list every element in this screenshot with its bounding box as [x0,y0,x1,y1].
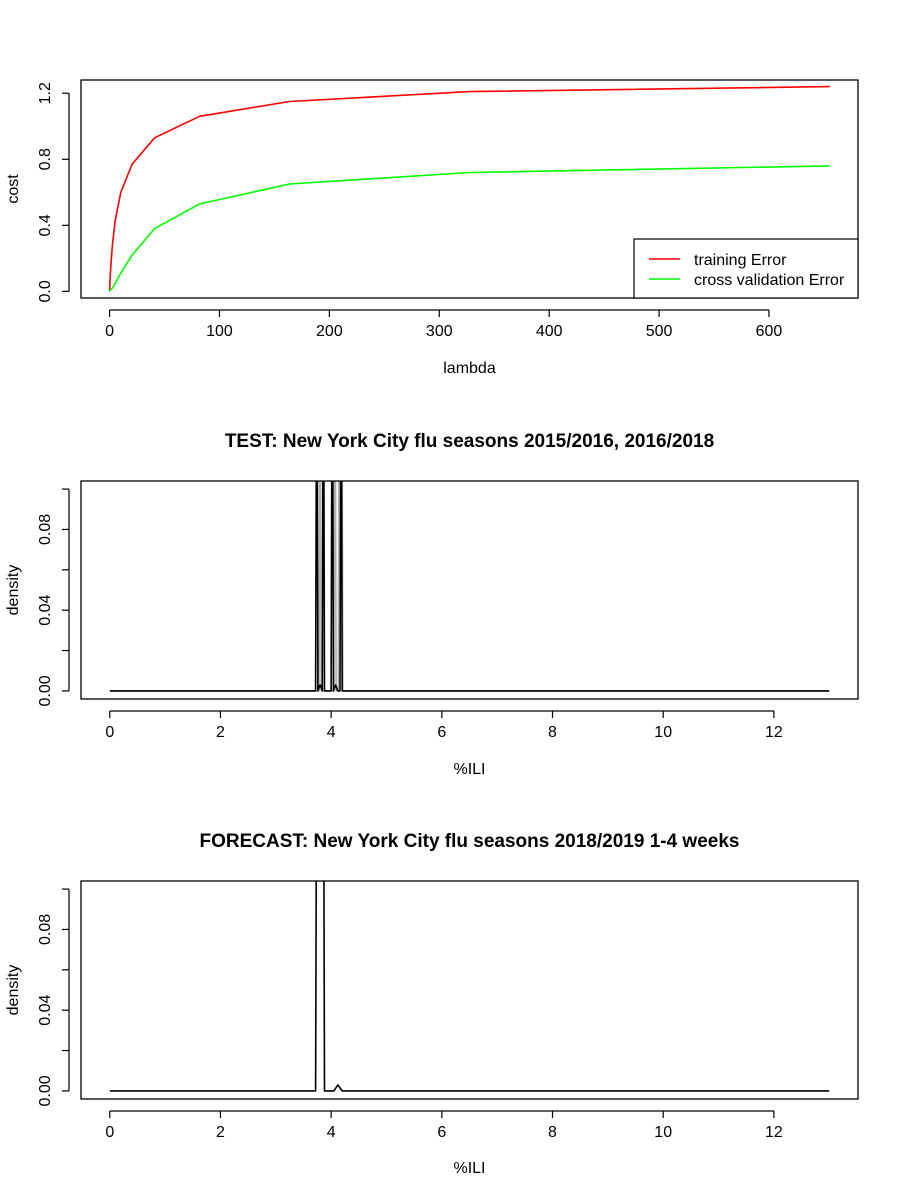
x-tick-label: 10 [654,724,672,741]
series-line-cross-validation-error [108,165,830,293]
x-tick-label: 4 [327,724,336,741]
y-axis-title: density [5,565,22,616]
x-tick-label: 6 [437,724,446,741]
legend: training Error cross validation Error [633,238,859,299]
y-tick-label: 0.08 [37,914,54,945]
y-tick-label: 0.00 [37,1075,54,1106]
y-tick-label: 0.08 [37,514,54,545]
x-axis-title: %ILI [453,761,485,778]
x-tick-label: 300 [426,323,453,340]
x-tick-label: 500 [646,323,673,340]
x-tick-label: 100 [206,323,233,340]
plot-area [109,881,830,1092]
legend-box [633,238,859,299]
x-tick-label: 8 [548,1124,557,1141]
x-axis-title: lambda [443,360,496,377]
test-density-chart-panel: TEST: New York City flu seasons 2015/201… [5,431,859,778]
y-axis-title: cost [5,174,22,204]
plot-frame [80,480,859,700]
legend-label: cross validation Error [694,272,845,289]
density-line-0 [109,881,830,1092]
x-tick-label: 2 [216,1124,225,1141]
x-tick-label: 2 [216,724,225,741]
plot-area [109,481,830,692]
plot-frame [80,880,859,1100]
legend-label: training Error [694,252,787,269]
chart-title: TEST: New York City flu seasons 2015/201… [225,431,714,452]
forecast-density-chart-panel: FORECAST: New York City flu seasons 2018… [5,831,859,1177]
y-tick-label: 0.04 [37,995,54,1026]
x-tick-label: 0 [105,323,114,340]
x-tick-label: 12 [765,1124,783,1141]
density-line-1 [109,481,830,692]
x-tick-label: 8 [548,724,557,741]
x-tick-label: 0 [105,1124,114,1141]
chart-title: FORECAST: New York City flu seasons 2018… [200,831,740,852]
x-tick-label: 10 [654,1124,672,1141]
x-tick-label: 12 [765,724,783,741]
x-tick-label: 600 [756,323,783,340]
cost-chart-panel: 0 100 200 300 400 500 600 0.0 0.4 0.8 1.2 lambda cos… [5,79,859,377]
y-tick-label: 0.04 [37,595,54,626]
x-tick-label: 4 [327,1124,336,1141]
y-tick-label: 0.0 [37,280,54,302]
plot-frame [80,79,859,299]
x-tick-label: 0 [105,724,114,741]
y-axis-title: density [5,965,22,1016]
y-tick-label: 1.2 [37,82,54,104]
x-tick-label: 200 [316,323,343,340]
y-tick-label: 0.4 [37,214,54,236]
y-tick-label: 0.00 [37,675,54,706]
x-axis-title: %ILI [453,1160,485,1177]
plot-area [108,85,830,293]
density-line-0 [109,481,830,692]
x-tick-label: 400 [536,323,563,340]
y-tick-label: 0.8 [37,148,54,170]
x-tick-label: 6 [437,1124,446,1141]
